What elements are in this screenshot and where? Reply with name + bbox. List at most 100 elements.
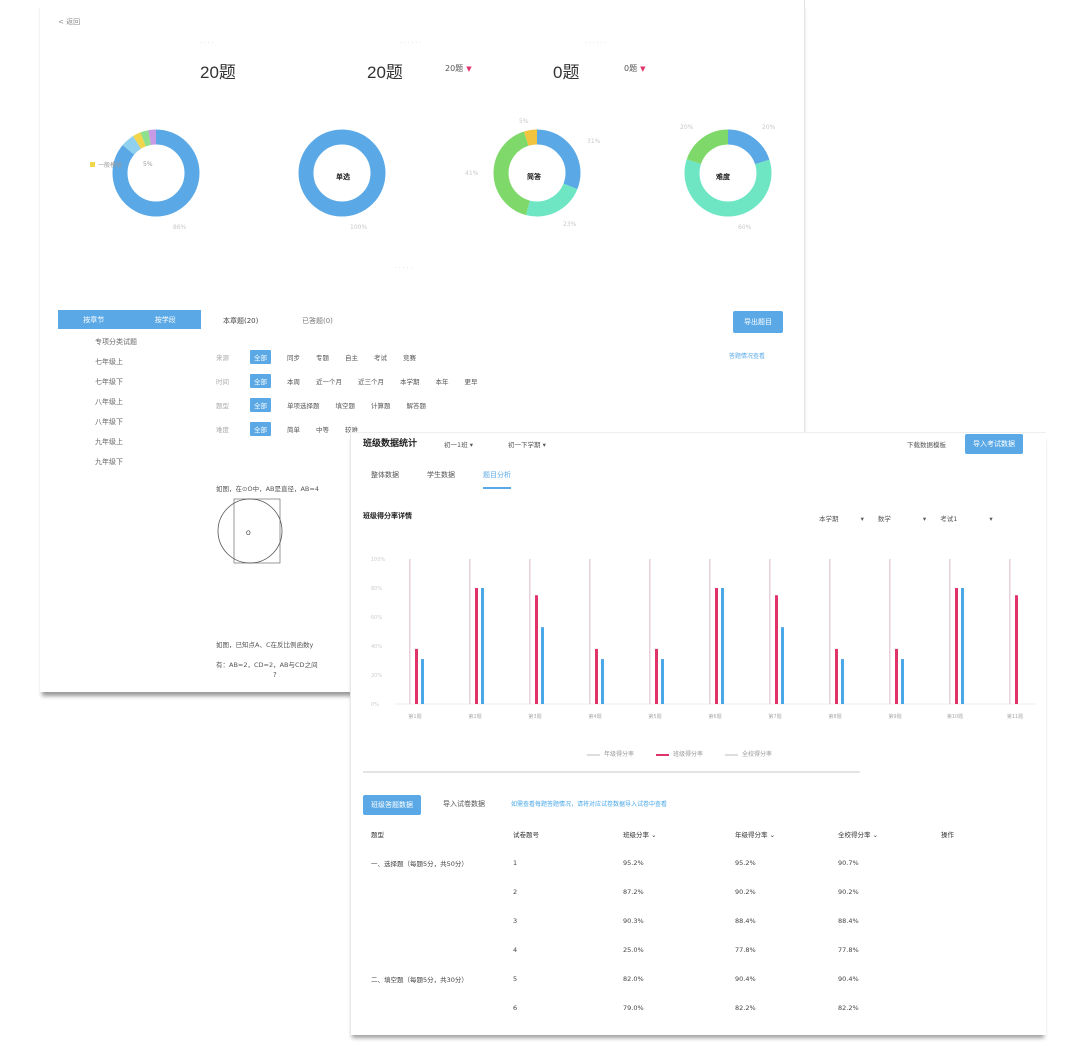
legend-item[interactable]: 班级得分率 [656,749,703,758]
stat-dropdown[interactable]: 0题 ▼ [624,64,646,73]
legend-item[interactable]: 全校得分率 [725,749,772,758]
col-header-sortable[interactable]: 班级分率 ⌄ [623,830,657,839]
cell-action[interactable] [941,906,1011,935]
tab-overall[interactable]: 整体数据 [371,471,399,479]
class-dropdown[interactable]: 初一1班 ▾ [444,441,473,449]
cell-type: 一、选择题（每题5分，共50分） [371,859,468,868]
cell-number: 3 [513,916,518,925]
cell-action[interactable] [941,848,1011,877]
sidebar-item[interactable]: 八年级下 [95,418,123,426]
cell-action[interactable] [941,964,1011,993]
filter-label: 时间 [216,378,229,386]
sidebar-item[interactable]: 九年级下 [95,458,123,466]
filter-option[interactable]: 较难 [345,426,358,434]
sidebar-tab-chapter[interactable]: 按章节 [83,315,105,324]
select-value: 考试1 [940,515,958,523]
x-tick-label: 第3题 [528,713,541,720]
import-paper-data-tab[interactable]: 导入试卷数据 [443,800,485,808]
cell-number: 2 [513,887,518,896]
cell-action[interactable] [941,935,1011,964]
filter-label: 难度 [216,426,229,434]
filter-option[interactable]: 考试 [374,354,387,362]
import-exam-button[interactable]: 导入考试数据 [965,434,1023,454]
filter-option[interactable]: 竞赛 [403,354,416,362]
col-header-sortable[interactable]: 年级得分率 ⌄ [735,830,776,839]
download-template-link[interactable]: 下载数据模板 [907,441,946,449]
filter-option[interactable]: 全部 [250,398,271,412]
bar-grade [649,559,651,704]
filter-option[interactable]: 本学期 [400,378,420,386]
bar-class [715,588,718,704]
col-header: 操作 [941,830,954,839]
cell-type [371,993,513,1022]
panel-title: 班级数据统计 [363,439,418,449]
select-value: 本学期 [819,515,839,523]
bar-class [535,595,538,704]
import-hint-link[interactable]: 如需查看每题答题情况，请将对应试卷数据导入试卷中查看 [511,801,668,808]
tab-question-analysis[interactable]: 题目分析 [483,470,511,489]
filter-option[interactable]: 全部 [250,350,271,364]
answer-view-link[interactable]: 答题情况查看 [729,353,766,360]
sidebar-item[interactable]: 专项分类试题 [95,338,137,346]
sidebar-item[interactable]: 八年级上 [95,398,123,406]
x-tick-label: 第5题 [648,713,661,720]
filter-option[interactable]: 简单 [287,426,300,434]
filter-option[interactable]: 全部 [250,374,271,388]
stat-count: 20题 [367,63,403,82]
y-tick-label: 100% [371,557,386,563]
table-row: 6 79.0% 82.2% 82.2% [371,993,1011,1022]
bar-class [655,648,658,704]
filter-option[interactable]: 近一个月 [316,378,342,386]
sidebar-tab-stage[interactable]: 按学段 [154,315,176,324]
filter-option[interactable]: 自主 [345,354,358,362]
legend-label: 年级得分率 [604,751,635,758]
exam-select[interactable]: 考试1 ▾ [940,513,992,523]
bar-class [955,588,958,704]
export-button[interactable]: 导出题目 [733,311,783,333]
filter-option[interactable]: 本年 [435,378,449,386]
filter-option[interactable]: 单项选择题 [287,402,320,410]
stat-count: 0题 [553,63,580,82]
cell-number: 4 [513,945,518,954]
filter-option[interactable]: 解答题 [406,402,427,410]
term-dropdown[interactable]: 初一下学期 ▾ [508,441,546,449]
legend-swatch [656,753,670,756]
y-tick-label: 20% [371,673,382,679]
subject-select[interactable]: 数学 ▾ [878,513,926,523]
donut-charts [112,129,772,217]
tab-bar: 整体数据 学生数据 题目分析 [371,470,511,489]
cell-action[interactable] [941,993,1011,1022]
cell-class-rate: 82.0% [623,974,644,983]
filter-option[interactable]: 填空题 [335,402,356,410]
question-text: 有：AB=2，CD=2，AB与CD之间 [216,661,318,669]
tab-students[interactable]: 学生数据 [427,471,455,479]
legend-item[interactable]: 年级得分率 [587,749,634,758]
sidebar-item[interactable]: 七年级下 [95,378,123,386]
filter-option[interactable]: 更早 [464,378,478,386]
chart-title: 班级得分率详情 [363,512,412,520]
col-header-sortable[interactable]: 全校得分率 ⌄ [838,830,879,839]
tab-chapter-questions[interactable]: 本章题(20) [223,317,259,325]
filter-option[interactable]: 专题 [316,354,329,362]
stat-dropdown[interactable]: 20题 ▼ [445,64,472,73]
filter-option[interactable]: 近三个月 [358,378,384,386]
tab-answered-questions[interactable]: 已答题(0) [302,317,333,325]
filter-option[interactable]: 中等 [316,426,329,434]
class-answer-data-tab[interactable]: 班级答题数据 [363,795,421,815]
cell-action[interactable] [941,877,1011,906]
bar-grade [469,559,471,704]
filter-option[interactable]: 计算题 [371,402,391,410]
filter-option[interactable]: 本周 [287,378,300,386]
bar-school [901,659,904,704]
bar-grade [1009,559,1011,704]
breadcrumb[interactable]: < 返回 [58,18,81,26]
faint-label: · · · · [200,40,214,47]
cell-type [371,935,513,964]
semester-select[interactable]: 本学期 ▾ [819,513,864,523]
sidebar-item[interactable]: 七年级上 [95,358,123,366]
filter-option[interactable]: 全部 [250,422,271,436]
sidebar-item[interactable]: 九年级上 [95,438,123,446]
filter-option[interactable]: 同步 [287,354,300,362]
bar-grade [409,559,411,704]
score-rate-chart: 0% 20% 40% 60% 80% 100% 第1题 第2题 第3题 第4题 第5题 第6题 第7题 第… [371,557,1036,720]
